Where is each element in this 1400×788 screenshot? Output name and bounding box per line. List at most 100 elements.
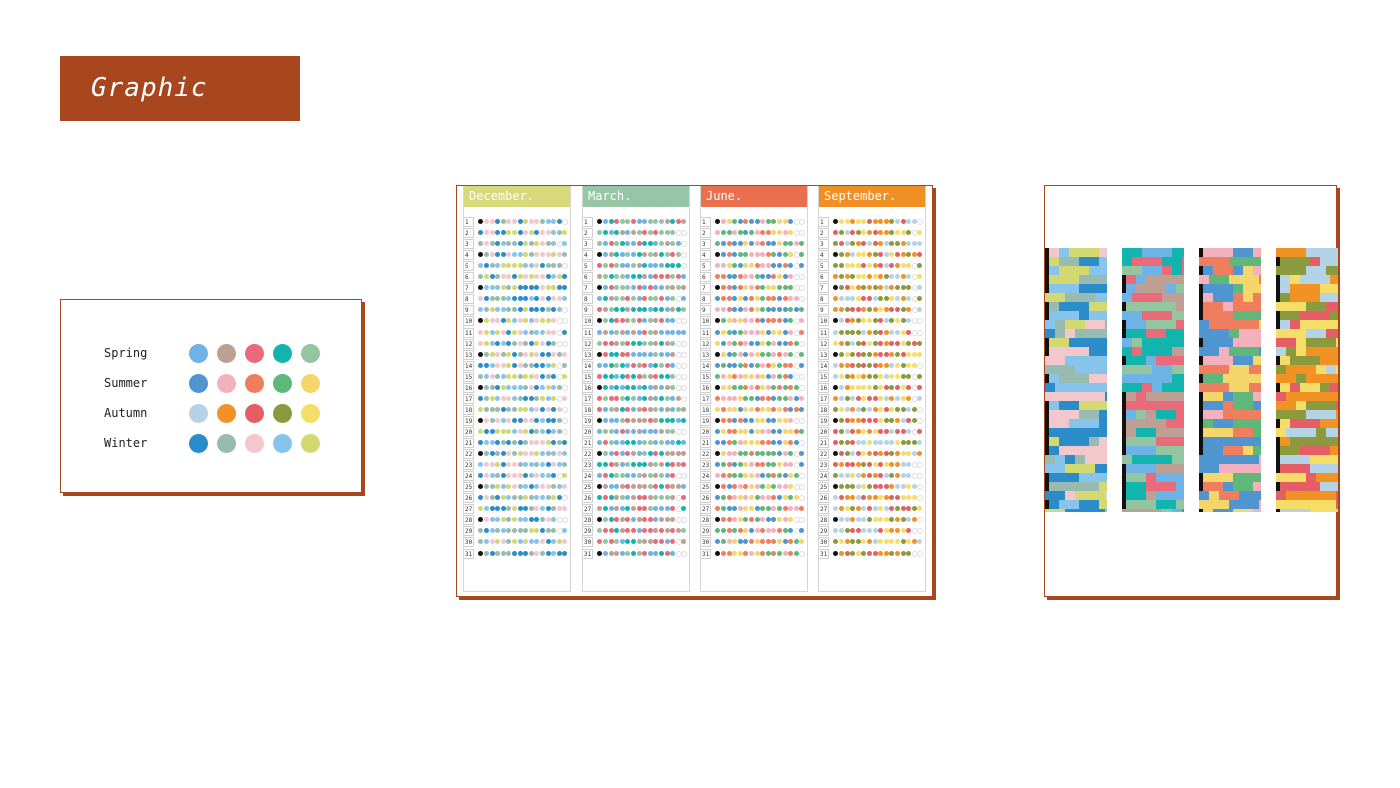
day-dot bbox=[883, 362, 889, 368]
day-dot bbox=[614, 340, 620, 346]
day-dot bbox=[489, 473, 495, 479]
day-dot bbox=[523, 484, 529, 490]
strip-cell bbox=[1095, 383, 1107, 392]
day-dot bbox=[603, 417, 608, 423]
day-row: 8 bbox=[464, 294, 570, 305]
day-dot bbox=[642, 351, 648, 357]
day-dot bbox=[765, 528, 771, 534]
day-dot bbox=[489, 539, 495, 545]
day-dot bbox=[839, 329, 844, 335]
day-dot bbox=[540, 263, 545, 269]
day-dot bbox=[603, 329, 608, 335]
day-dot bbox=[799, 417, 806, 424]
day-dot bbox=[749, 351, 754, 357]
strip-cell bbox=[1182, 347, 1184, 356]
day-dot bbox=[895, 451, 900, 457]
day-dot bbox=[631, 473, 636, 479]
strip-cell bbox=[1122, 410, 1126, 419]
day-dot bbox=[777, 373, 782, 379]
day-dot bbox=[500, 296, 506, 302]
day-dot bbox=[534, 506, 540, 512]
strip-cell bbox=[1276, 320, 1280, 329]
day-dot bbox=[782, 252, 788, 258]
day-dot bbox=[906, 252, 912, 258]
day-number: 3 bbox=[819, 239, 829, 250]
strip-cell bbox=[1199, 374, 1203, 383]
day-dot bbox=[528, 395, 534, 401]
day-dot bbox=[737, 340, 743, 346]
day-dot bbox=[749, 506, 754, 512]
day-dot bbox=[545, 241, 551, 247]
day-dot bbox=[749, 395, 754, 401]
day-dot bbox=[681, 428, 688, 435]
day-dot bbox=[545, 495, 551, 501]
day-dot bbox=[833, 252, 838, 258]
day-dot bbox=[484, 373, 489, 379]
day-dot bbox=[675, 428, 682, 435]
day-dot bbox=[782, 285, 788, 291]
day-dot bbox=[749, 307, 754, 313]
day-dot bbox=[900, 285, 906, 291]
day-dot bbox=[675, 473, 682, 480]
day-dot bbox=[653, 307, 659, 313]
day-dot bbox=[562, 462, 568, 468]
strip-cell bbox=[1229, 347, 1259, 356]
day-dot bbox=[478, 406, 483, 412]
day-dot bbox=[726, 451, 732, 457]
day-dot bbox=[495, 340, 501, 346]
day-dot bbox=[523, 417, 529, 423]
day-row: 16 bbox=[583, 382, 689, 394]
strip-cell bbox=[1049, 347, 1059, 356]
day-dot bbox=[664, 230, 670, 236]
strip-cell bbox=[1330, 275, 1338, 284]
day-dot bbox=[500, 384, 506, 390]
day-dot bbox=[754, 307, 760, 313]
strip-cell bbox=[1320, 356, 1338, 365]
day-dot bbox=[782, 517, 788, 523]
day-dot bbox=[562, 473, 568, 479]
strip-cell bbox=[1276, 491, 1286, 500]
day-dot bbox=[636, 528, 642, 534]
strip-cell bbox=[1176, 410, 1184, 419]
day-dot bbox=[619, 230, 625, 236]
day-number: 12 bbox=[701, 338, 711, 349]
day-dot bbox=[489, 440, 495, 445]
day-dot bbox=[675, 373, 682, 380]
day-dot bbox=[484, 484, 489, 490]
day-number: 13 bbox=[583, 349, 593, 360]
strip-cell bbox=[1162, 338, 1184, 347]
day-dot bbox=[545, 230, 551, 236]
strip-cell bbox=[1306, 500, 1336, 509]
day-dot bbox=[556, 495, 562, 501]
day-dot bbox=[799, 473, 806, 480]
day-dot bbox=[895, 384, 900, 390]
day-dot bbox=[799, 362, 805, 368]
day-dot bbox=[636, 440, 642, 445]
day-dot bbox=[777, 462, 782, 468]
day-dot bbox=[793, 373, 800, 380]
day-dot bbox=[883, 406, 889, 412]
day-dot bbox=[614, 219, 620, 224]
day-dot bbox=[721, 230, 726, 236]
day-dot bbox=[675, 274, 681, 280]
day-dot bbox=[642, 528, 648, 534]
day-dot bbox=[653, 484, 659, 490]
day-dot bbox=[844, 362, 850, 368]
day-dot bbox=[647, 230, 653, 236]
day-dot bbox=[793, 296, 799, 302]
strip-cell bbox=[1105, 509, 1107, 512]
day-dot bbox=[895, 440, 900, 445]
day-dot bbox=[760, 219, 766, 224]
day-dot bbox=[777, 528, 782, 534]
day-dot bbox=[878, 318, 884, 324]
day-number: 22 bbox=[819, 449, 829, 460]
day-dot bbox=[495, 517, 501, 523]
day-number: 29 bbox=[464, 526, 474, 537]
day-dot bbox=[793, 362, 800, 369]
day-dot bbox=[878, 296, 884, 302]
day-dot bbox=[788, 495, 794, 501]
day-dot bbox=[844, 252, 850, 258]
day-dot bbox=[850, 484, 856, 490]
strip-cell bbox=[1280, 437, 1290, 446]
day-row: 25 bbox=[583, 482, 689, 493]
